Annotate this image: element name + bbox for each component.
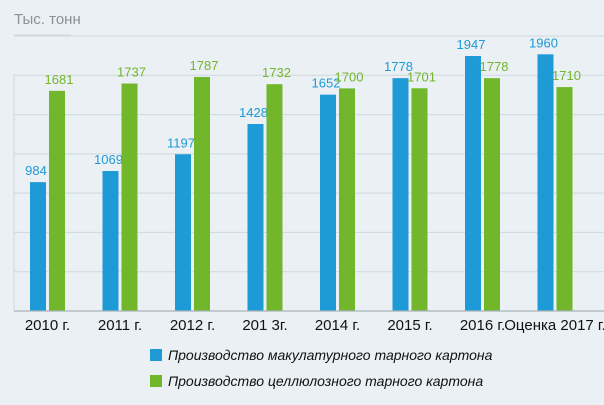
x-tick-label: 2012 г. bbox=[170, 317, 215, 334]
bar-wastepaper bbox=[175, 154, 191, 311]
legend-label: Производство макулатурного тарного карто… bbox=[168, 347, 493, 363]
legend-swatch bbox=[150, 349, 162, 361]
legend-label: Производство целлюлозного тарного картон… bbox=[168, 373, 483, 389]
x-tick-label: 201 3г. bbox=[242, 317, 287, 334]
legend-swatch bbox=[150, 375, 162, 387]
bar-cellulose bbox=[49, 90, 65, 311]
bar-wastepaper bbox=[247, 124, 264, 311]
data-label: 1732 bbox=[262, 65, 291, 80]
bar-cellulose bbox=[411, 88, 428, 311]
data-label: 1787 bbox=[190, 58, 219, 73]
bar-cellulose bbox=[194, 76, 210, 311]
data-label: 1710 bbox=[552, 68, 581, 83]
data-label: 1947 bbox=[457, 37, 486, 52]
bar-cellulose bbox=[484, 78, 500, 312]
x-tick-label: 2014 г. bbox=[315, 317, 360, 334]
data-label: 1652 bbox=[312, 76, 341, 91]
bar-cellulose bbox=[556, 87, 573, 311]
data-label: 1197 bbox=[167, 135, 195, 150]
data-label: 1700 bbox=[335, 69, 364, 84]
data-label: 1428 bbox=[239, 105, 268, 120]
data-label: 1701 bbox=[407, 69, 436, 84]
bar-wastepaper bbox=[320, 94, 336, 312]
data-label: 1778 bbox=[480, 59, 509, 74]
bar-cellulose bbox=[266, 84, 283, 311]
data-label: 1681 bbox=[45, 72, 74, 87]
bar-cellulose bbox=[339, 88, 355, 311]
bar-wastepaper bbox=[102, 171, 119, 311]
x-tick-label: 2011 г. bbox=[98, 317, 142, 334]
x-tick-label: Оценка 2017 г. bbox=[504, 317, 604, 334]
bar-wastepaper bbox=[30, 182, 46, 311]
data-label: 1778 bbox=[384, 59, 413, 74]
x-tick-label: 2015 г. bbox=[387, 317, 432, 334]
bar-wastepaper bbox=[465, 56, 481, 312]
data-label: 984 bbox=[25, 163, 47, 178]
data-label: 1737 bbox=[117, 65, 146, 80]
x-tick-label: 2010 г. bbox=[25, 317, 70, 334]
data-label: 1960 bbox=[529, 35, 558, 50]
unit-label: Тыс. тонн bbox=[14, 11, 81, 28]
bar-cellulose bbox=[121, 83, 138, 312]
bar-wastepaper bbox=[392, 78, 409, 312]
x-tick-label: 2016 г. bbox=[460, 317, 505, 334]
bar-wastepaper bbox=[537, 54, 554, 311]
data-label: 1069 bbox=[94, 152, 123, 167]
